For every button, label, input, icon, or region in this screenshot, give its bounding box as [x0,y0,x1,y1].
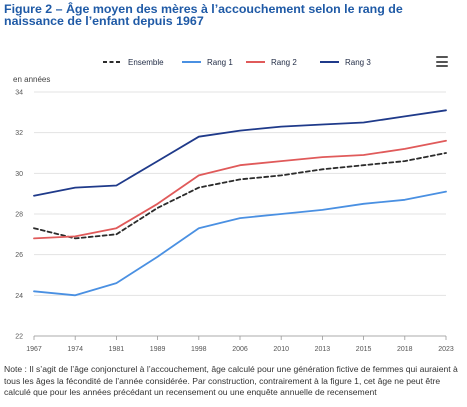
x-tick-label: 2023 [438,346,454,353]
x-tick-label: 1974 [67,346,83,353]
y-tick-label: 26 [15,252,23,259]
chart-grid [34,91,446,337]
series-line-rang-3[interactable] [33,109,447,197]
series-line-rang-2[interactable] [33,139,447,240]
chart-note: Note : Il s’agit de l’âge conjoncturel à… [4,364,458,398]
x-tick-label: 1967 [26,346,42,353]
x-tick-label: 2013 [315,346,331,353]
legend-item-rang-2[interactable]: Rang 2 [271,58,297,67]
legend-item-rang-1[interactable]: Rang 1 [207,58,233,67]
chart-legend: Ensemble Rang 1 Rang 2 Rang 3 [103,58,371,67]
y-tick-label: 24 [15,293,23,300]
x-tick-label: 2018 [397,346,413,353]
x-tick-label: 2006 [232,346,248,353]
legend-item-rang-3[interactable]: Rang 3 [345,58,371,67]
line-chart: Ensemble Rang 1 Rang 2 Rang 3 en années 222… [13,58,454,353]
chart-title: Figure 2 – Âge moyen des mères à l’accou… [4,2,403,28]
x-axis-ticks: 1967 1974 1981 1989 1998 2006 2010 2013 2015 2018… [26,335,454,353]
y-tick-label: 30 [15,171,23,178]
series-line-ensemble[interactable] [33,152,447,240]
y-axis-ticks: 22 24 26 28 30 32 34 [15,90,23,341]
hamburger-menu-icon[interactable] [436,56,448,67]
y-tick-label: 22 [15,334,23,341]
y-tick-label: 34 [15,90,23,97]
x-tick-label: 1989 [150,346,166,353]
x-tick-label: 1981 [109,346,125,353]
x-tick-label: 2015 [356,346,372,353]
chart-series [33,109,447,297]
x-tick-label: 2010 [273,346,289,353]
x-tick-label: 1998 [191,346,207,353]
y-tick-label: 32 [15,130,23,137]
legend-item-ensemble[interactable]: Ensemble [128,58,164,67]
y-axis-label: en années [13,75,50,84]
series-line-rang-1[interactable] [33,190,447,297]
y-tick-label: 28 [15,212,23,219]
